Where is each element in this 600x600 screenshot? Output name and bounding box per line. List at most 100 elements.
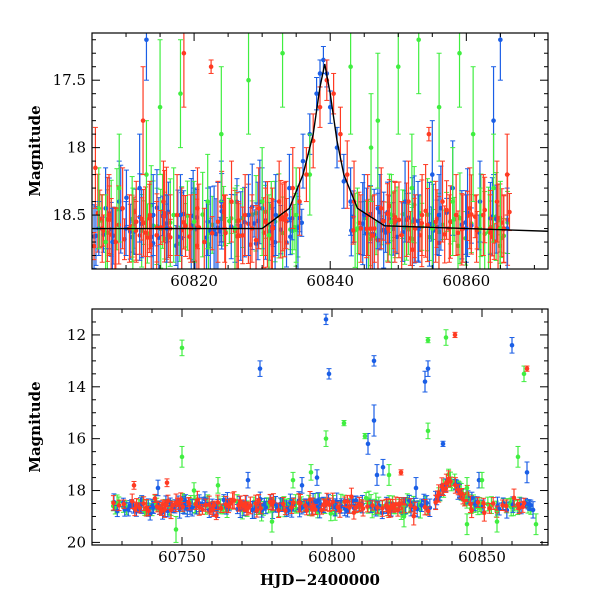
green-point — [386, 472, 392, 478]
blue-point — [402, 199, 408, 204]
blue-point — [429, 172, 435, 177]
band-red-point — [248, 503, 253, 508]
band-red-point — [337, 508, 343, 513]
red-point — [467, 206, 473, 211]
green-point — [368, 145, 374, 150]
dense-red-point — [209, 230, 215, 236]
blue-point — [314, 475, 320, 480]
top-x-tick-label: 60840 — [306, 272, 354, 290]
band-red-point — [490, 501, 496, 506]
top-y-axis-label: Magnitude — [26, 105, 44, 196]
green-point — [425, 337, 431, 343]
blue-point — [137, 185, 142, 191]
green-point — [96, 206, 102, 211]
top-y-tick-label: 17.5 — [53, 71, 86, 89]
dense-red-point — [139, 216, 144, 222]
band-red-point — [330, 499, 336, 505]
red-point — [106, 212, 112, 218]
band-red-point — [360, 506, 366, 511]
green-point — [323, 436, 329, 441]
band-red-point — [521, 500, 527, 506]
red-point — [131, 483, 137, 488]
dense-red-point — [507, 209, 512, 215]
blue-point — [299, 483, 305, 488]
green-point — [470, 131, 476, 137]
blue-point — [300, 158, 306, 164]
green-point — [464, 485, 470, 491]
green-point — [205, 199, 211, 204]
band-red-point — [152, 496, 158, 501]
green-point — [395, 64, 401, 70]
blue-point — [287, 185, 292, 191]
band-red-point — [448, 479, 453, 484]
band-red-point — [313, 507, 318, 512]
band-blue-point — [221, 497, 227, 503]
band-blue-point — [345, 508, 350, 514]
dense-red-point — [143, 230, 148, 235]
band-blue-point — [263, 505, 269, 510]
dense-blue-point — [288, 234, 293, 240]
red-point — [452, 332, 458, 338]
dense-blue-point — [251, 221, 257, 226]
dense-red-point — [369, 233, 375, 238]
red-point — [378, 206, 384, 211]
green-point — [521, 371, 527, 377]
bottom-x-axis-label: HJD−2400000 — [260, 571, 380, 589]
band-blue-point — [151, 505, 156, 510]
red-point — [392, 219, 398, 225]
green-point — [425, 428, 431, 434]
red-point — [174, 212, 180, 218]
red-point — [406, 199, 411, 204]
green-point — [144, 172, 149, 177]
band-red-point — [408, 503, 413, 508]
band-blue-point — [528, 503, 534, 508]
red-point — [229, 199, 234, 204]
red-point — [283, 212, 289, 218]
dense-red-point — [455, 230, 461, 236]
top-x-tick-label: 60820 — [170, 272, 218, 290]
band-blue-point — [353, 498, 359, 503]
dense-red-point — [350, 228, 356, 233]
bottom-x-tick-label: 60800 — [308, 548, 356, 566]
green-point — [515, 454, 521, 460]
band-red-point — [469, 507, 474, 513]
green-point — [375, 118, 381, 123]
green-point — [457, 50, 462, 56]
band-red-point — [165, 498, 171, 504]
band-red-point — [500, 502, 505, 508]
red-point — [487, 226, 493, 231]
green-point — [355, 226, 360, 231]
bottom-x-tick-label: 60750 — [158, 548, 206, 566]
top-plot-frame — [91, 32, 549, 270]
band-red-point — [180, 504, 186, 510]
red-point — [208, 64, 214, 70]
dense-red-point — [381, 218, 387, 224]
blue-point — [375, 206, 381, 211]
band-blue-point — [189, 505, 195, 510]
blue-point — [491, 118, 496, 123]
band-red-point — [475, 500, 481, 505]
blue-point — [326, 371, 332, 377]
green-point — [494, 519, 500, 524]
blue-point — [144, 37, 149, 43]
dense-red-point — [145, 235, 150, 240]
red-point — [290, 185, 296, 191]
dense-blue-point — [238, 223, 244, 229]
dense-blue-point — [394, 234, 400, 240]
dense-red-point — [183, 223, 188, 229]
blue-point — [155, 485, 161, 491]
green-point — [246, 77, 251, 83]
green-point — [436, 104, 442, 110]
band-red-point — [213, 513, 219, 518]
blue-point — [365, 441, 371, 447]
band-blue-point — [530, 507, 536, 513]
green-point — [464, 521, 470, 527]
band-red-point — [349, 494, 354, 500]
blue-point — [509, 343, 515, 348]
band-red-point — [271, 499, 276, 505]
dense-red-point — [92, 243, 97, 249]
top-panel: 60820 60840 60860 17.5 18 18.5 Magnitude — [26, 32, 549, 290]
blue-point — [178, 212, 183, 218]
green-point — [341, 420, 347, 426]
